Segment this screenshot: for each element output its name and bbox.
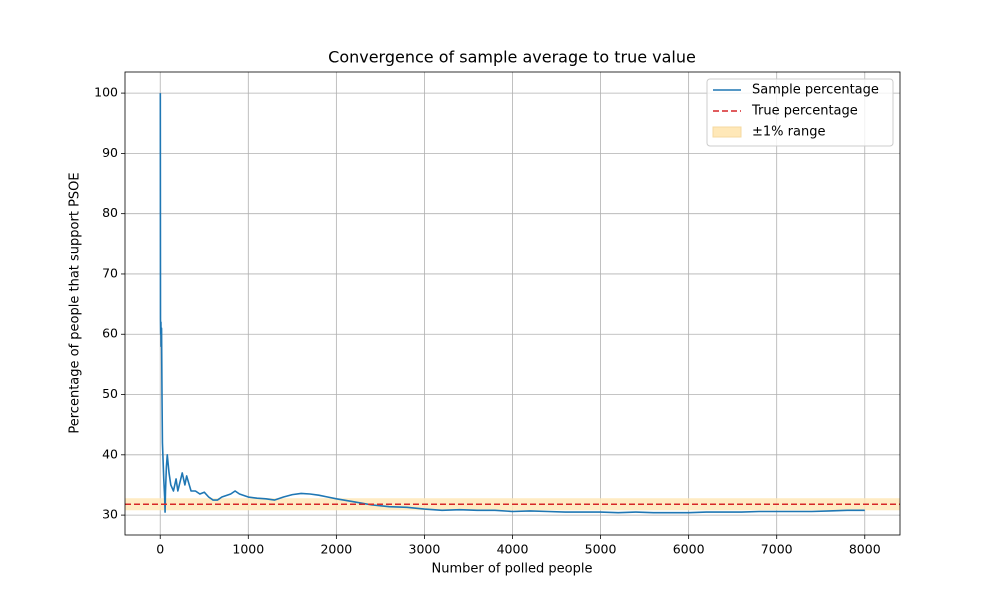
y-tick-label: 30 (102, 507, 118, 522)
x-tick-label: 4000 (497, 542, 529, 557)
y-tick-label: 100 (94, 85, 118, 100)
x-tick-label: 1000 (232, 542, 264, 557)
y-axis-label: Percentage of people that support PSOE (68, 172, 83, 433)
y-tick-label: 80 (102, 205, 118, 220)
x-tick-label: 5000 (585, 542, 617, 557)
y-tick-label: 40 (102, 446, 118, 461)
legend-label: True percentage (751, 104, 858, 119)
y-tick-label: 90 (102, 145, 118, 160)
y-tick-label: 60 (102, 326, 118, 341)
legend-swatch (712, 126, 742, 138)
x-tick-label: 7000 (761, 542, 793, 557)
x-tick-label: 6000 (673, 542, 705, 557)
legend-label: Sample percentage (752, 83, 879, 98)
x-axis-label: Number of polled people (432, 562, 593, 577)
x-tick-label: 3000 (409, 542, 441, 557)
x-tick-label: 2000 (320, 542, 352, 557)
data-line (159, 93, 865, 514)
x-tick-label: 0 (156, 542, 164, 557)
legend-box (706, 78, 894, 147)
y-tick-label: 70 (102, 265, 118, 280)
y-tick-label: 50 (102, 386, 118, 401)
legend-label: ±1% range (752, 125, 825, 140)
chart-title: Convergence of sample average to true va… (328, 48, 696, 67)
x-tick-label: 8000 (849, 542, 881, 557)
plot-frame (124, 71, 901, 536)
